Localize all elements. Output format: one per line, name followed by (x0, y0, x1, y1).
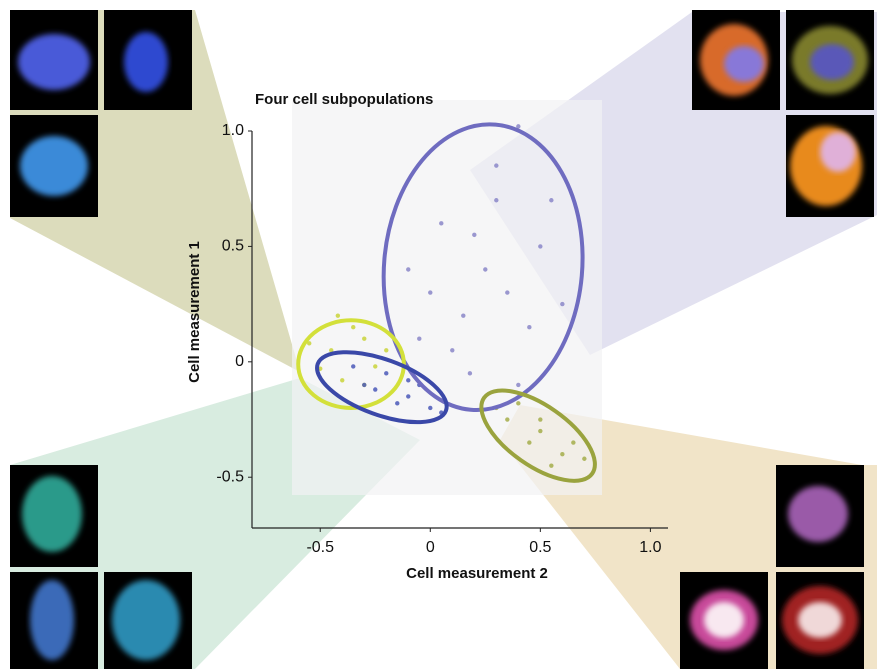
point (549, 463, 553, 467)
cell (810, 44, 854, 80)
cell (18, 34, 90, 90)
point (362, 337, 366, 341)
cell (724, 46, 764, 82)
point (516, 383, 520, 387)
point (450, 348, 454, 352)
point (406, 378, 410, 382)
point (439, 221, 443, 225)
x-axis-label: Cell measurement 2 (406, 565, 548, 582)
y-tick-label: 0.5 (222, 238, 244, 255)
point (373, 387, 377, 391)
point (516, 401, 520, 405)
point (406, 394, 410, 398)
point (538, 429, 542, 433)
point (395, 401, 399, 405)
point (468, 371, 472, 375)
point (582, 457, 586, 461)
chart: Four cell subpopulations Cell measuremen… (0, 0, 877, 669)
point (571, 440, 575, 444)
point (373, 364, 377, 368)
point (538, 417, 542, 421)
point (560, 452, 564, 456)
point (417, 337, 421, 341)
point (494, 198, 498, 202)
point (472, 233, 476, 237)
point (384, 371, 388, 375)
point (527, 440, 531, 444)
y-tick-label: 1.0 (222, 122, 244, 139)
point (362, 383, 366, 387)
cell (820, 132, 856, 172)
point (538, 244, 542, 248)
cell (112, 580, 180, 660)
point (461, 313, 465, 317)
y-tick-label: 0 (235, 353, 244, 370)
point (336, 313, 340, 317)
point (351, 364, 355, 368)
cell (788, 486, 848, 542)
point (340, 378, 344, 382)
x-tick-label: 0 (426, 539, 435, 556)
point (560, 302, 564, 306)
cell (30, 580, 74, 660)
point (351, 325, 355, 329)
point (428, 406, 432, 410)
point (483, 267, 487, 271)
point (428, 290, 432, 294)
chart-title: Four cell subpopulations (255, 91, 433, 108)
point (505, 290, 509, 294)
point (527, 325, 531, 329)
x-tick-label: 0.5 (529, 539, 551, 556)
point (384, 348, 388, 352)
y-tick-label: -0.5 (216, 468, 244, 485)
y-axis-label: Cell measurement 1 (186, 241, 203, 383)
x-tick-label: 1.0 (639, 539, 661, 556)
cell (704, 602, 744, 638)
point (549, 198, 553, 202)
cell (798, 602, 842, 638)
point (494, 163, 498, 167)
cell (124, 32, 168, 92)
point (406, 267, 410, 271)
point (505, 417, 509, 421)
x-tick-label: -0.5 (306, 539, 334, 556)
cell (20, 136, 88, 196)
cell (22, 476, 82, 552)
